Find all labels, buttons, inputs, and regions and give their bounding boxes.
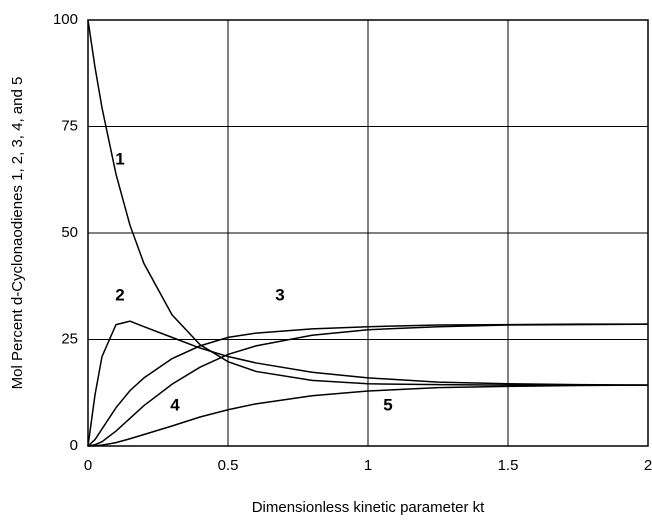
y-axis-label: Mol Percent d-Cyclonaodienes 1, 2, 3, 4,… xyxy=(9,77,26,390)
curve-label: 1 xyxy=(115,149,124,168)
line xyxy=(87,320,649,447)
line xyxy=(87,323,649,447)
x-axis-label: Dimensionless kinetic parameter kt xyxy=(252,499,485,516)
y-tick-label: 0 xyxy=(70,437,78,454)
line xyxy=(87,384,649,447)
curve-label: 3 xyxy=(275,285,284,304)
curve-label: 5 xyxy=(383,395,392,414)
curve-label: 4 xyxy=(170,395,180,414)
x-tick-label: 0.5 xyxy=(218,457,239,474)
y-tick-label: 100 xyxy=(53,11,78,28)
x-tick-label: 1.5 xyxy=(498,457,519,474)
y-tick-label: 75 xyxy=(61,117,78,134)
y-tick-label: 25 xyxy=(61,330,78,347)
line xyxy=(87,323,648,447)
curve-label: 2 xyxy=(115,285,124,304)
line xyxy=(87,19,648,386)
plot-frame xyxy=(87,19,649,447)
x-tick-label: 2 xyxy=(644,457,652,474)
x-tick-label: 1 xyxy=(364,457,372,474)
y-tick-label: 50 xyxy=(61,224,78,241)
x-tick-label: 0 xyxy=(84,457,92,474)
